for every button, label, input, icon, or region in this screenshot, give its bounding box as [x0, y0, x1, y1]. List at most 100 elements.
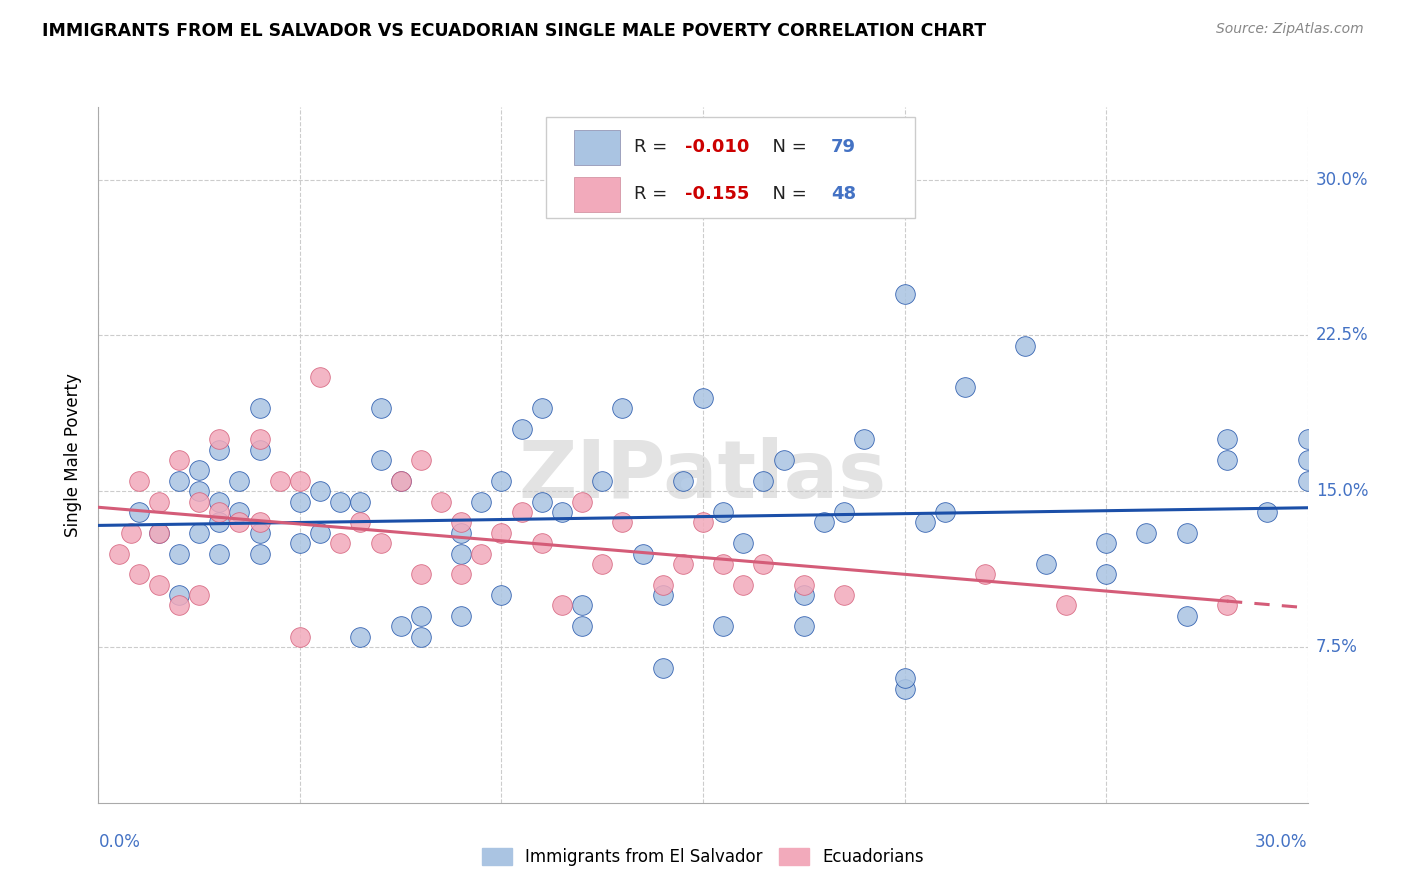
- Point: [832, 505, 855, 519]
- Point: [813, 516, 835, 530]
- Point: [188, 463, 211, 477]
- Point: [470, 547, 492, 561]
- Point: [651, 578, 673, 592]
- Point: [349, 630, 371, 644]
- Point: [128, 474, 150, 488]
- Point: [208, 433, 231, 447]
- Point: [167, 547, 190, 561]
- Point: [370, 536, 392, 550]
- Point: [450, 516, 472, 530]
- Point: [148, 494, 170, 508]
- Point: [370, 453, 392, 467]
- Point: [249, 516, 271, 530]
- Point: [148, 578, 170, 592]
- Point: [551, 599, 574, 613]
- Text: N =: N =: [761, 138, 813, 156]
- Text: R =: R =: [634, 138, 673, 156]
- Text: 30.0%: 30.0%: [1256, 833, 1308, 851]
- Point: [450, 547, 472, 561]
- Point: [571, 599, 593, 613]
- Point: [167, 453, 190, 467]
- Point: [329, 494, 352, 508]
- Point: [188, 525, 211, 540]
- Point: [148, 525, 170, 540]
- Point: [793, 578, 815, 592]
- Legend: Immigrants from El Salvador, Ecuadorians: Immigrants from El Salvador, Ecuadorians: [474, 839, 932, 874]
- Point: [752, 474, 775, 488]
- Point: [612, 516, 634, 530]
- Point: [167, 588, 190, 602]
- Point: [470, 494, 492, 508]
- Point: [1296, 453, 1319, 467]
- Point: [349, 516, 371, 530]
- Point: [1135, 525, 1157, 540]
- Point: [249, 525, 271, 540]
- Point: [450, 525, 472, 540]
- Point: [309, 370, 332, 384]
- Point: [120, 525, 142, 540]
- Text: 79: 79: [831, 138, 856, 156]
- Point: [974, 567, 997, 582]
- Point: [914, 516, 936, 530]
- Point: [228, 505, 250, 519]
- Point: [1216, 453, 1239, 467]
- Point: [288, 536, 311, 550]
- Point: [651, 661, 673, 675]
- FancyBboxPatch shape: [574, 130, 620, 165]
- Text: R =: R =: [634, 186, 673, 203]
- Point: [288, 474, 311, 488]
- Point: [409, 630, 432, 644]
- Point: [430, 494, 453, 508]
- Point: [208, 442, 231, 457]
- Point: [491, 474, 513, 488]
- Point: [389, 619, 412, 633]
- Point: [1216, 433, 1239, 447]
- Point: [953, 380, 976, 394]
- Point: [228, 516, 250, 530]
- Point: [309, 525, 332, 540]
- Point: [672, 557, 695, 571]
- Point: [591, 474, 613, 488]
- Point: [450, 567, 472, 582]
- Point: [793, 588, 815, 602]
- Point: [893, 681, 915, 696]
- Point: [167, 474, 190, 488]
- Point: [188, 588, 211, 602]
- Text: 22.5%: 22.5%: [1316, 326, 1368, 344]
- FancyBboxPatch shape: [546, 118, 915, 219]
- Text: -0.155: -0.155: [685, 186, 749, 203]
- Point: [1035, 557, 1057, 571]
- Point: [370, 401, 392, 416]
- Point: [530, 494, 553, 508]
- Point: [752, 557, 775, 571]
- Point: [1095, 567, 1118, 582]
- Y-axis label: Single Male Poverty: Single Male Poverty: [65, 373, 83, 537]
- Point: [893, 287, 915, 301]
- Point: [571, 619, 593, 633]
- Point: [208, 505, 231, 519]
- Point: [612, 401, 634, 416]
- Point: [389, 474, 412, 488]
- Point: [249, 401, 271, 416]
- Point: [711, 505, 734, 519]
- Point: [128, 505, 150, 519]
- Point: [692, 391, 714, 405]
- Point: [853, 433, 876, 447]
- Point: [208, 494, 231, 508]
- Point: [1296, 433, 1319, 447]
- Point: [107, 547, 129, 561]
- Point: [148, 525, 170, 540]
- Point: [1256, 505, 1278, 519]
- Point: [450, 608, 472, 623]
- Point: [733, 578, 755, 592]
- Point: [389, 474, 412, 488]
- Point: [208, 516, 231, 530]
- Point: [1054, 599, 1077, 613]
- Point: [893, 671, 915, 685]
- Point: [530, 536, 553, 550]
- Point: [1175, 525, 1198, 540]
- Point: [711, 557, 734, 571]
- Point: [1095, 536, 1118, 550]
- Point: [510, 505, 533, 519]
- Point: [188, 484, 211, 499]
